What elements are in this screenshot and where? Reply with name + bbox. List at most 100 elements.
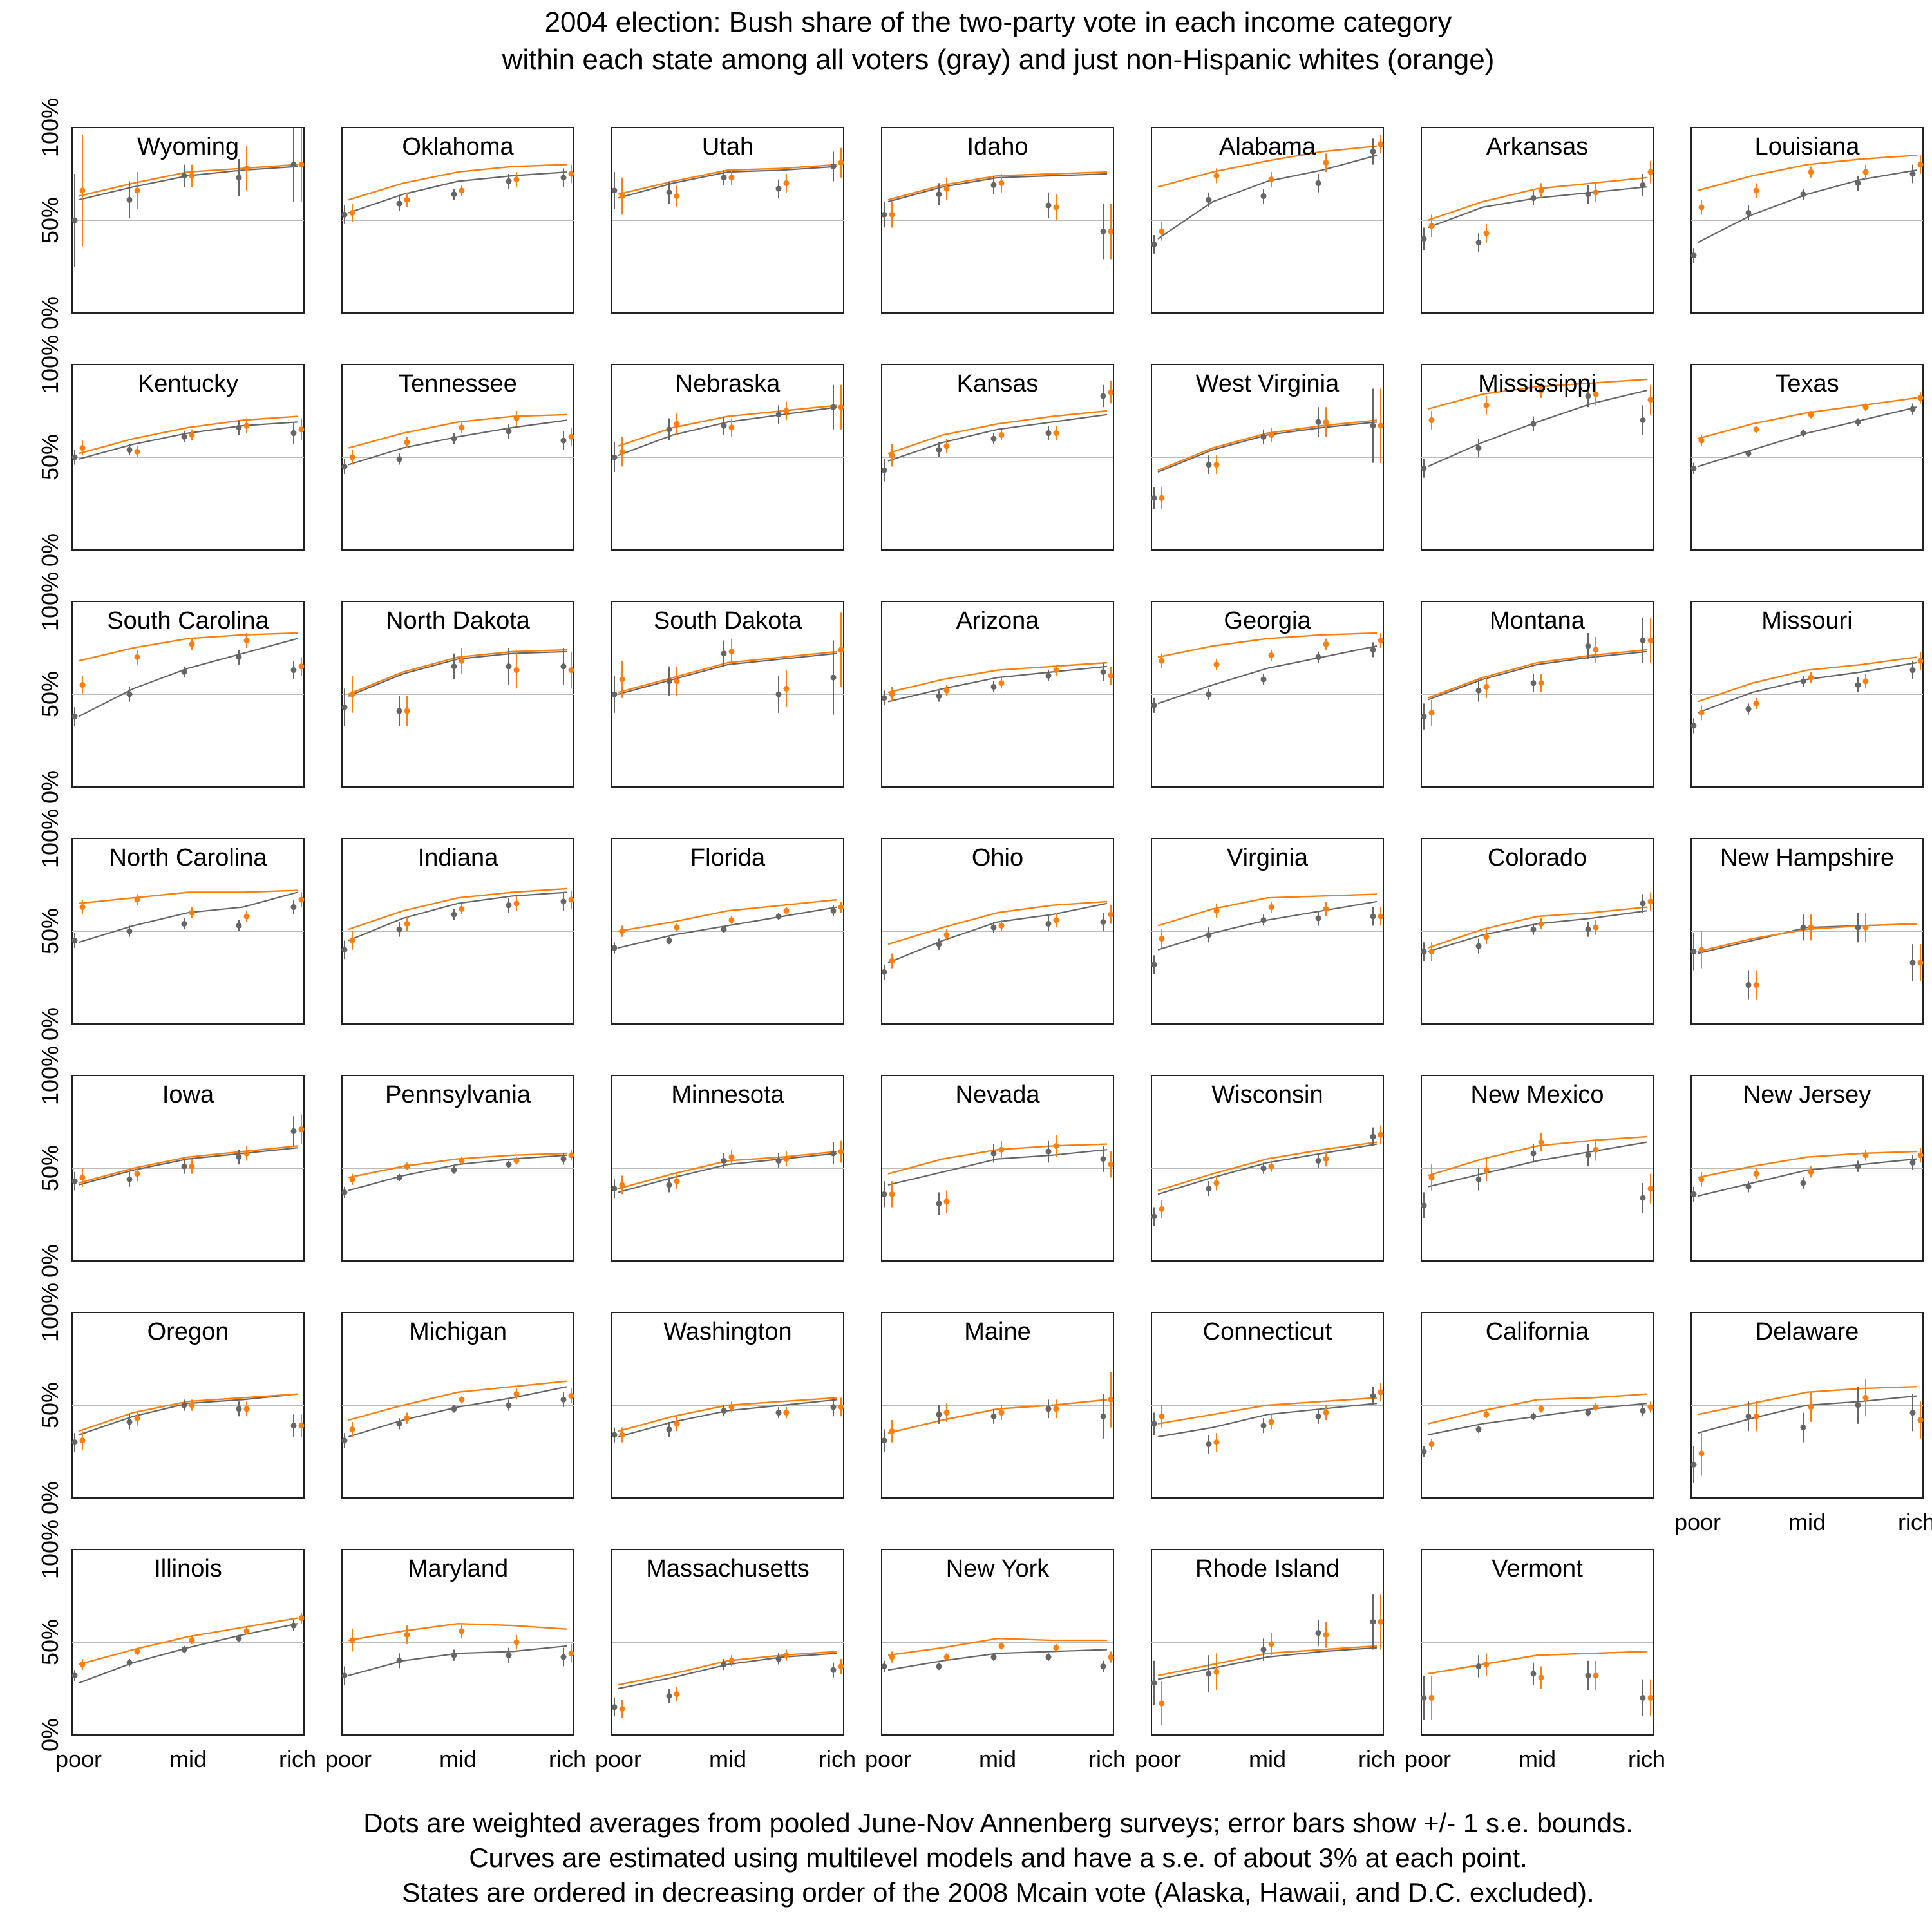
whites-point — [1483, 1167, 1490, 1173]
whites-point — [783, 907, 790, 914]
whites-point — [1378, 1618, 1384, 1625]
all-voters-curve — [618, 652, 838, 696]
all-voters-point — [1151, 702, 1157, 708]
whites-point — [728, 1658, 735, 1664]
all-voters-point — [1100, 668, 1106, 675]
all-voters-point — [830, 163, 837, 169]
whites-curve — [887, 1399, 1108, 1434]
whites-curve — [348, 413, 568, 449]
footer-note-line-3: States are ordered in decreasing order o… — [402, 1877, 1594, 1908]
whites-point — [298, 426, 305, 433]
all-voters-point — [1690, 1461, 1697, 1468]
state-name: Nebraska — [676, 370, 781, 397]
whites-point — [1917, 395, 1924, 401]
all-voters-point — [71, 1672, 78, 1679]
all-voters-point — [1640, 1694, 1646, 1701]
whites-point — [1808, 412, 1814, 418]
all-voters-point — [506, 902, 512, 909]
panel-washington: Washington — [611, 1312, 844, 1499]
all-voters-point — [341, 947, 348, 953]
all-voters-point — [936, 446, 942, 453]
all-voters-point — [1530, 421, 1537, 427]
all-voters-point — [611, 1186, 618, 1192]
state-name: North Carolina — [109, 844, 268, 871]
whites-point — [1917, 162, 1924, 168]
all-voters-point — [1745, 1184, 1752, 1190]
whites-curve — [78, 1393, 298, 1432]
all-voters-point — [1640, 417, 1646, 423]
whites-curve — [78, 164, 298, 197]
all-voters-point — [1640, 1195, 1646, 1201]
panel-ohio: Ohio — [881, 838, 1114, 1025]
panel-texas: Texas — [1690, 364, 1924, 551]
whites-point — [1213, 173, 1220, 179]
whites-point — [838, 1148, 844, 1155]
panel-north-carolina: North Carolina 0% 50% 100% — [37, 809, 305, 1041]
all-voters-point — [1585, 643, 1591, 649]
whites-point — [943, 1198, 950, 1205]
panel-new-jersey: New Jersey — [1690, 1075, 1924, 1262]
whites-curve — [1157, 1141, 1378, 1191]
state-name: Pennsylvania — [385, 1081, 531, 1108]
all-voters-point — [1530, 1671, 1537, 1677]
panel-wisconsin: Wisconsin — [1151, 1075, 1384, 1262]
all-voters-curve — [348, 1154, 568, 1191]
all-voters-point — [1100, 919, 1106, 925]
whites-curve — [1427, 1135, 1647, 1177]
whites-point — [889, 691, 895, 697]
whites-point — [349, 1176, 355, 1182]
whites-point — [1428, 1174, 1435, 1180]
whites-point — [1647, 1186, 1654, 1192]
whites-curve — [618, 650, 838, 694]
whites-point — [243, 165, 250, 171]
whites-point — [1268, 1419, 1274, 1425]
panel-south-carolina: South Carolina 0% 50% 100% — [37, 572, 305, 804]
all-voters-point — [881, 467, 887, 473]
all-voters-point — [881, 1663, 887, 1669]
whites-point — [513, 176, 520, 183]
whites-point — [998, 1146, 1005, 1153]
whites-curve — [1697, 397, 1917, 440]
all-voters-point — [181, 1402, 187, 1408]
whites-point — [1917, 960, 1924, 966]
y-tick-label: 100% — [37, 98, 63, 157]
whites-curve — [887, 1143, 1108, 1175]
state-name: Wisconsin — [1211, 1081, 1323, 1108]
whites-point — [943, 1410, 950, 1416]
whites-point — [1538, 187, 1544, 194]
panel-wyoming: Wyoming 0% 50% 100% — [37, 98, 305, 330]
all-voters-point — [341, 211, 348, 218]
all-voters-point — [936, 191, 942, 198]
whites-point — [1108, 1161, 1114, 1168]
whites-point — [1538, 920, 1544, 927]
all-voters-point — [1151, 241, 1157, 247]
y-tick-label: 100% — [37, 335, 63, 394]
all-voters-point — [1530, 1413, 1537, 1419]
whites-curve — [1427, 176, 1647, 222]
whites-curve — [1157, 632, 1378, 658]
all-voters-point — [1045, 430, 1052, 437]
all-voters-point — [451, 435, 457, 442]
all-voters-point — [236, 922, 242, 929]
all-voters-curve — [1157, 1143, 1378, 1195]
whites-point — [243, 913, 250, 920]
whites-point — [1647, 637, 1654, 643]
whites-point — [1538, 680, 1544, 687]
whites-point — [1538, 1139, 1544, 1146]
whites-curve — [78, 889, 298, 904]
all-voters-point — [1045, 202, 1052, 209]
all-voters-point — [1421, 949, 1427, 955]
whites-point — [1159, 1206, 1165, 1212]
all-voters-point — [1640, 182, 1646, 188]
whites-point — [243, 422, 250, 429]
panel-tennessee: Tennessee — [341, 364, 574, 551]
whites-point — [1108, 672, 1114, 679]
all-voters-point — [1475, 240, 1482, 246]
all-voters-point — [666, 189, 672, 196]
all-voters-point — [506, 1161, 512, 1168]
all-voters-curve — [78, 1623, 298, 1684]
all-voters-point — [775, 913, 782, 920]
all-voters-point — [1421, 1202, 1427, 1209]
all-voters-point — [1745, 706, 1752, 712]
all-voters-point — [1315, 1630, 1321, 1636]
